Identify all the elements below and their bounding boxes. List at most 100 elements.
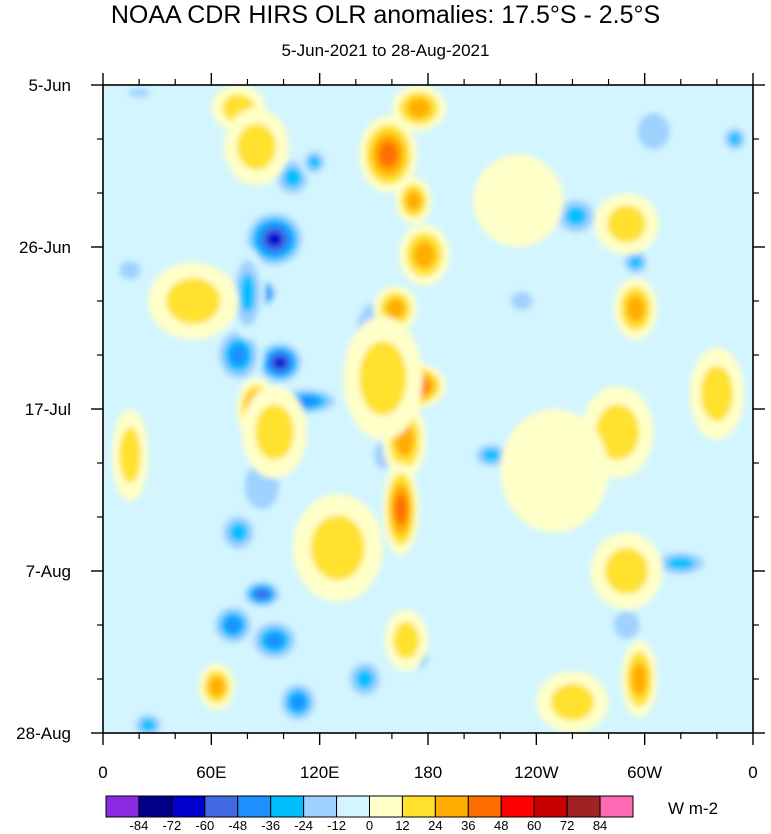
anomaly-contour: [473, 154, 563, 247]
colorbar: -84 -72 -60 -48 -36 -24 -12 0 12 24 36 48 60 72 84: [106, 796, 633, 833]
colorbar-swatch: [139, 796, 172, 817]
anomaly-contour: [119, 428, 141, 484]
y-tick-label: 5-Jun: [28, 76, 71, 95]
colorbar-swatch: [402, 796, 435, 817]
anomaly-contour: [283, 168, 302, 188]
colorbar-swatch: [501, 796, 534, 817]
anomaly-contour: [256, 590, 268, 598]
colorbar-level-label: -84: [130, 818, 149, 833]
anomaly-contour: [128, 88, 150, 97]
anomaly-cell-49: [591, 532, 663, 609]
anomaly-cell-47: [614, 278, 657, 340]
x-tick-label: 0: [748, 763, 757, 782]
anomaly-contour: [274, 357, 286, 368]
anomaly-contour: [701, 366, 734, 422]
anomaly-contour: [166, 278, 220, 324]
anomaly-contour: [225, 617, 241, 632]
anomaly-contour: [356, 669, 375, 689]
colorbar-swatch: [271, 796, 304, 817]
anomaly-cell-8: [240, 579, 283, 610]
anomaly-cell-15: [343, 656, 386, 702]
anomaly-contour: [311, 515, 365, 580]
colorbar-swatch: [304, 796, 337, 817]
colorbar-swatch: [567, 796, 600, 817]
anomaly-cell-55: [473, 154, 563, 247]
anomaly-contour: [632, 662, 647, 695]
anomaly-contour: [406, 191, 421, 211]
anomaly-cell-53: [536, 671, 608, 733]
x-tick-label: 0: [98, 763, 107, 782]
x-tick-label: 60E: [196, 763, 226, 782]
x-tick-label: 120W: [514, 763, 558, 782]
anomaly-contour: [308, 156, 320, 169]
anomaly-contour: [119, 261, 141, 280]
colorbar-swatch: [106, 796, 139, 817]
anomaly-contour: [626, 295, 645, 321]
colorbar-level-label: -48: [228, 818, 247, 833]
y-tick-label: 26-Jun: [19, 238, 71, 257]
anomaly-contour: [614, 611, 640, 639]
anomaly-cell-46: [293, 494, 383, 602]
anomaly-contour: [386, 299, 405, 319]
olr-hovmoller-chart: 0 60E 120E 180 120W 60W 0 5-Jun26-Jun17-Jul7-A…: [0, 0, 771, 834]
anomaly-contour: [667, 557, 695, 570]
anomaly-contour: [637, 113, 670, 150]
anomaly-cell-41: [199, 664, 235, 710]
colorbar-swatch: [600, 796, 633, 817]
anomaly-contour: [230, 345, 247, 366]
colorbar-swatch: [534, 796, 567, 817]
anomaly-contour: [605, 548, 648, 594]
anomaly-contour: [500, 409, 608, 532]
anomaly-cell-25: [130, 710, 166, 741]
anomaly-contour: [511, 292, 533, 311]
anomaly-cell-50: [621, 640, 657, 717]
anomaly-cell-40: [242, 386, 307, 479]
anomaly-cell-27: [121, 85, 157, 100]
anomaly-cell-23: [627, 100, 681, 162]
colorbar-level-label: 72: [560, 818, 574, 833]
anomaly-contour: [140, 719, 155, 732]
anomaly-cell-18: [504, 286, 540, 317]
anomaly-contour: [729, 132, 741, 145]
y-tick-label: 28-Aug: [16, 724, 71, 743]
anomaly-cell-44: [148, 262, 238, 339]
y-tick-label: 17-Jul: [25, 400, 71, 419]
colorbar-level-label: -36: [261, 818, 280, 833]
anomaly-contour: [379, 142, 398, 168]
anomaly-contour: [629, 256, 643, 269]
colorbar-level-label: 48: [494, 818, 508, 833]
colorbar-level-label: -60: [195, 818, 214, 833]
x-tick-label: 180: [414, 763, 442, 782]
anomaly-contour: [482, 449, 501, 462]
y-tick-label: 7-Aug: [26, 562, 71, 581]
colorbar-level-label: 60: [527, 818, 541, 833]
anomaly-cell-11: [276, 679, 319, 725]
anomaly-cell-43: [224, 108, 289, 185]
anomaly-contour: [551, 684, 594, 721]
anomaly-cell-48: [594, 193, 659, 255]
anomaly-cell-24: [721, 124, 750, 155]
anomaly-contour: [237, 124, 276, 170]
x-tick-label: 60W: [627, 763, 662, 782]
anomaly-contour: [267, 232, 282, 246]
anomaly-contour: [266, 633, 284, 648]
anomaly-contour: [393, 622, 419, 659]
anomaly-contour: [395, 494, 407, 525]
anomaly-contour: [240, 273, 255, 313]
colorbar-swatch: [337, 796, 370, 817]
anomaly-contour: [565, 206, 587, 226]
anomaly-contour: [291, 694, 305, 709]
anomaly-cell-37: [343, 316, 422, 439]
plot-background: [103, 85, 753, 733]
anomaly-cell-26: [112, 255, 148, 286]
colorbar-level-label: 84: [593, 818, 607, 833]
colorbar-swatch: [468, 796, 501, 817]
colorbar-level-label: -72: [162, 818, 181, 833]
colorbar-level-label: 36: [461, 818, 475, 833]
colorbar-level-label: 0: [366, 818, 373, 833]
anomaly-cell-54: [500, 409, 608, 532]
colorbar-level-label: 12: [395, 818, 409, 833]
anomaly-contour: [607, 205, 646, 242]
anomaly-cell-52: [690, 347, 744, 440]
colorbar-swatch: [370, 796, 403, 817]
